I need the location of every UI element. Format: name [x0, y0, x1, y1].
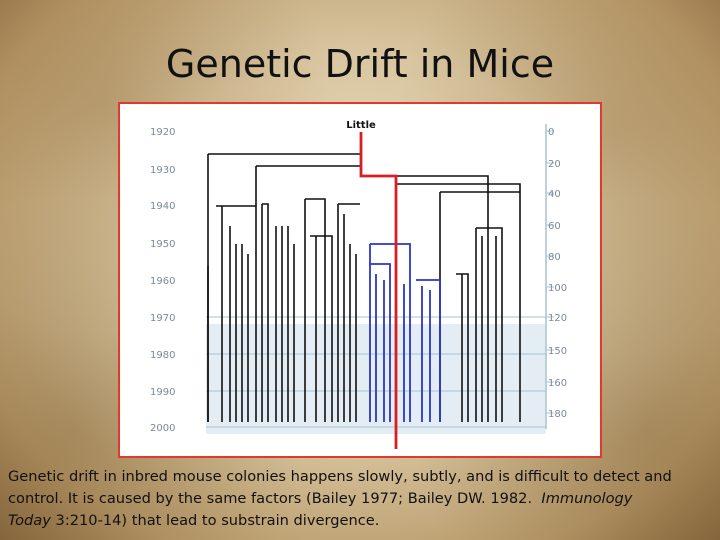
genealogy-tree: 1920 1930 1940 1950 1960 1970 1980 1990 2000 0 20…	[150, 120, 567, 449]
mouse-strain-genealogy-figure: 1920 1930 1940 1950 1960 1970 1980 1990 2000 0 20…	[118, 102, 602, 458]
generation-tick-label: 80	[548, 252, 561, 263]
substrain-line	[370, 243, 411, 422]
year-tick-label: 2000	[150, 423, 175, 434]
branch-line	[396, 183, 521, 422]
highlighted-line	[359, 132, 398, 449]
substrain-line	[416, 279, 441, 422]
branch-line	[310, 235, 333, 422]
caption-text: Genetic drift in inbred mouse colonies h…	[8, 468, 672, 507]
year-tick-label: 1930	[150, 165, 175, 176]
branch-line	[361, 175, 489, 422]
slide-caption: Genetic drift in inbred mouse colonies h…	[8, 466, 712, 532]
highlighted-lineage	[359, 132, 398, 449]
branch-line	[262, 203, 269, 422]
root-strain-label: Little	[346, 120, 376, 131]
generation-tick-label: 60	[548, 221, 561, 232]
year-tick-label: 1940	[150, 201, 175, 212]
generation-tick-label: 40	[548, 189, 561, 200]
year-tick-label: 1980	[150, 350, 175, 361]
caption-text-end: 3:210-14) that lead to substrain diverge…	[55, 512, 380, 529]
year-tick-label: 1960	[150, 276, 175, 287]
caption-journal-today: Today	[8, 512, 51, 529]
caption-journal-immunology: Immunology	[541, 490, 633, 507]
generation-tick-label: 160	[548, 378, 567, 389]
generation-tick-label: 100	[548, 283, 567, 294]
branch-line	[476, 227, 503, 422]
generation-tick-label: 120	[548, 313, 567, 324]
branch-line	[456, 273, 469, 422]
year-tick-label: 1950	[150, 239, 175, 250]
year-tick-label: 1990	[150, 387, 175, 398]
substrain-branches	[369, 243, 441, 422]
branch-line	[305, 198, 326, 422]
slide-title: Genetic Drift in Mice	[165, 42, 555, 86]
generation-tick-label: 0	[548, 127, 554, 138]
generation-tick-label: 150	[548, 346, 567, 357]
lineage-branches	[207, 153, 521, 422]
generation-tick-label: 180	[548, 409, 567, 420]
year-tick-label: 1970	[150, 313, 175, 324]
year-tick-label: 1920	[150, 127, 175, 138]
generation-tick-label: 20	[548, 159, 561, 170]
substrain-line	[370, 263, 391, 422]
